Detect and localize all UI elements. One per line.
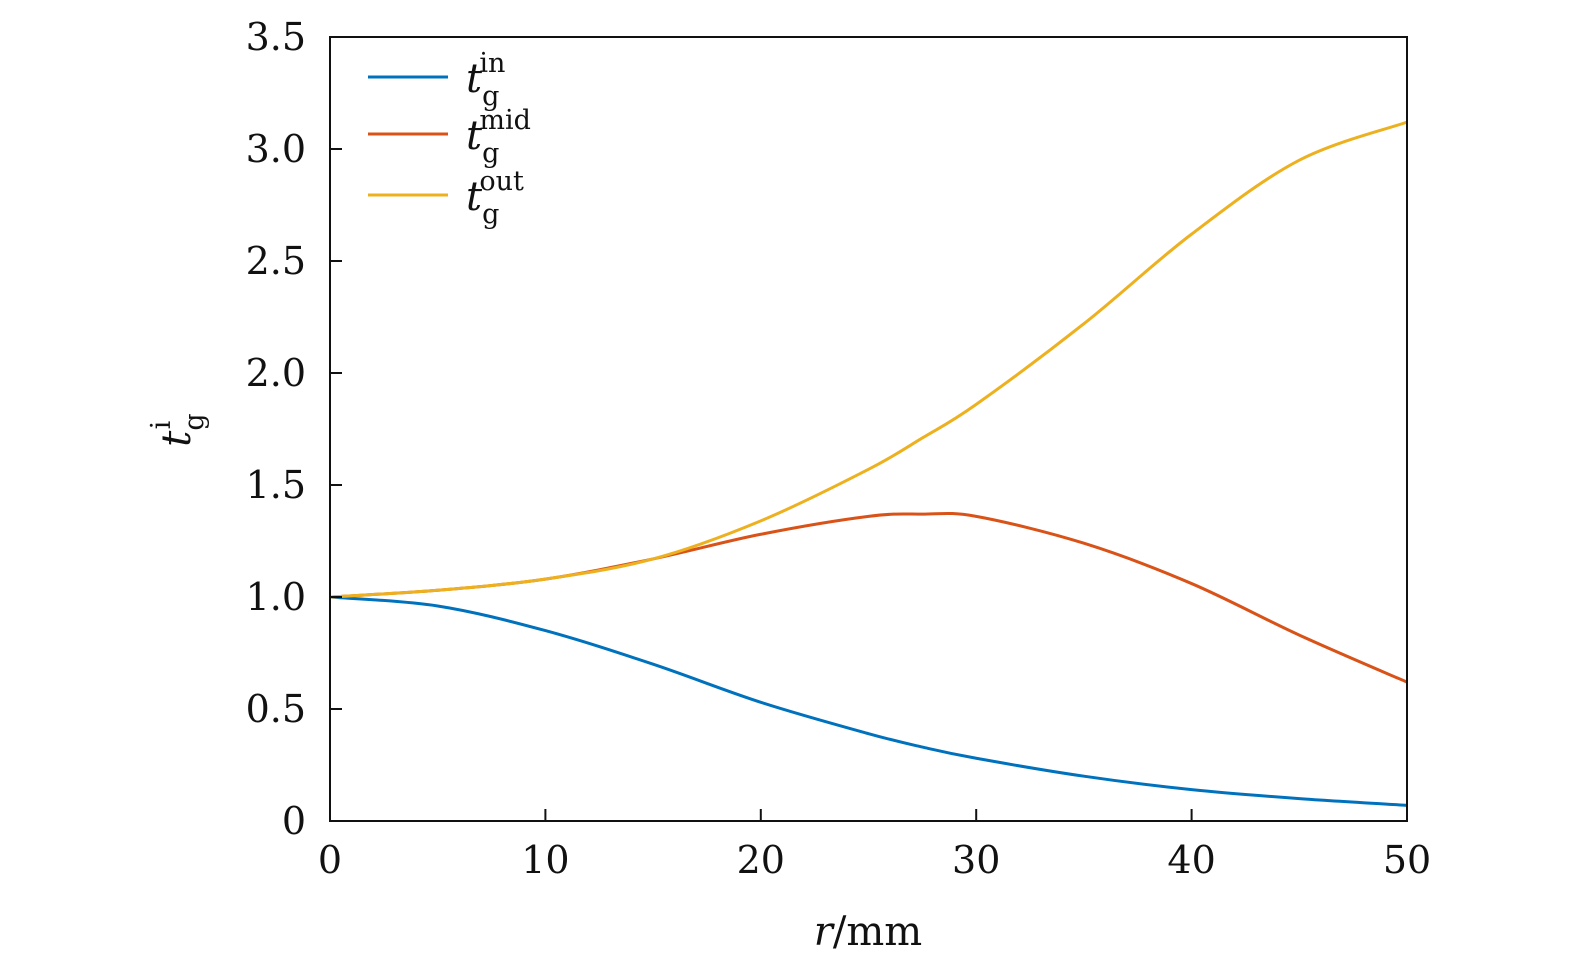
x-tick-label: 10 [521,838,569,882]
x-tick-label: 20 [737,838,785,882]
y-tick-label: 1.5 [246,463,306,507]
legend-label-in: tgin [466,48,505,112]
y-tick-label: 2.0 [246,351,306,395]
y-tick-label: 2.5 [246,239,306,283]
x-tick-label: 30 [952,838,1000,882]
series-line-in [329,595,1408,807]
y-axis-label: tgi [146,413,210,446]
y-tick-label: 0.5 [246,687,306,731]
x-tick-label: 0 [318,838,342,882]
series-line-out [329,120,1408,599]
legend-label-mid: tgmid [466,105,531,169]
plot-area-frame [329,36,1408,822]
x-axis-label: r/mm [814,909,922,955]
x-axis-ticks: 0 10 20 30 40 50 [318,809,1431,882]
legend-label-out: tgout [466,166,524,230]
x-tick-label: 50 [1383,838,1431,882]
plot-lines [329,120,1408,807]
y-tick-label: 3.0 [246,127,306,171]
x-tick-label: 40 [1167,838,1215,882]
series-line-mid [329,511,1408,684]
y-axis-ticks: 0 0.5 1.0 1.5 2.0 2.5 3.0 3.5 [246,15,342,843]
legend: tgin tgmid tgout [368,48,531,230]
y-tick-label: 3.5 [246,15,306,59]
y-tick-label: 0 [282,799,306,843]
y-tick-label: 1.0 [246,575,306,619]
